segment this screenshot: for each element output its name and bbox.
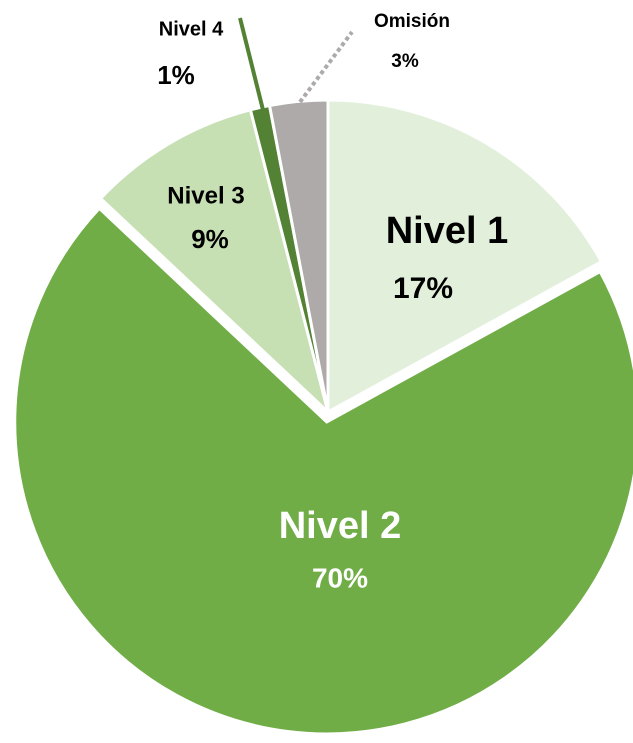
slice-value-label: 17%: [393, 272, 453, 305]
slice-value-label: 3%: [391, 51, 419, 72]
slice-label: Nivel 2: [279, 505, 402, 547]
slice-value-label: 70%: [312, 562, 368, 593]
pie-slice: [326, 98, 604, 415]
slice-value-label: 9%: [191, 224, 229, 254]
slice-label: Nivel 1: [386, 210, 509, 252]
pie-slice: [13, 206, 633, 736]
leader-line: [298, 30, 354, 104]
leader-line: [238, 17, 265, 111]
slice-label: Omisión: [374, 11, 450, 32]
slices: [13, 98, 633, 736]
pie-slice: [98, 107, 331, 417]
pie-slice: [267, 98, 330, 413]
slice-label: Nivel 4: [159, 18, 224, 40]
slice-value-label: 1%: [157, 60, 195, 90]
slice-label: Nivel 3: [167, 182, 244, 209]
